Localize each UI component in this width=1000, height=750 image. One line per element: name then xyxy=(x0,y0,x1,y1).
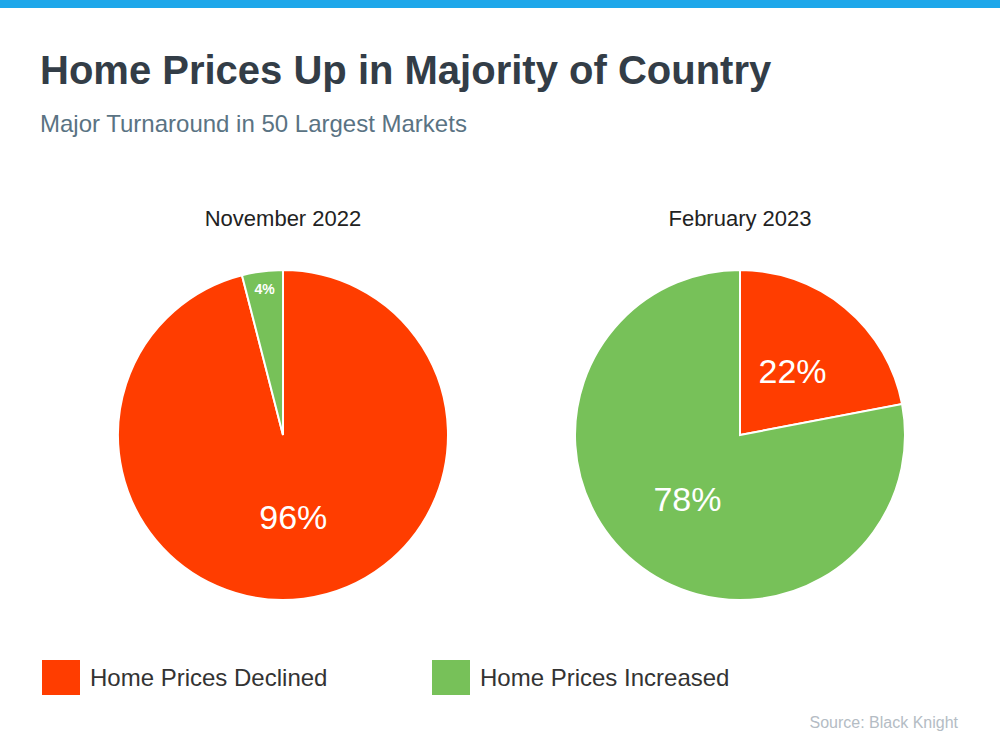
svg-text:Home Prices Declined: Home Prices Declined xyxy=(90,664,327,691)
svg-text:Source: Black Knight: Source: Black Knight xyxy=(809,714,958,731)
svg-text:Major Turnaround in 50 Largest: Major Turnaround in 50 Largest Markets xyxy=(40,110,467,137)
svg-text:Home Prices Up in Majority of: Home Prices Up in Majority of Country xyxy=(40,48,772,92)
svg-text:4%: 4% xyxy=(254,281,275,297)
svg-text:22%: 22% xyxy=(759,352,827,390)
svg-text:96%: 96% xyxy=(259,498,327,536)
svg-text:Home Prices Increased: Home Prices Increased xyxy=(480,664,729,691)
svg-text:78%: 78% xyxy=(653,480,721,518)
svg-text:February 2023: February 2023 xyxy=(668,206,811,231)
svg-text:November 2022: November 2022 xyxy=(205,206,362,231)
